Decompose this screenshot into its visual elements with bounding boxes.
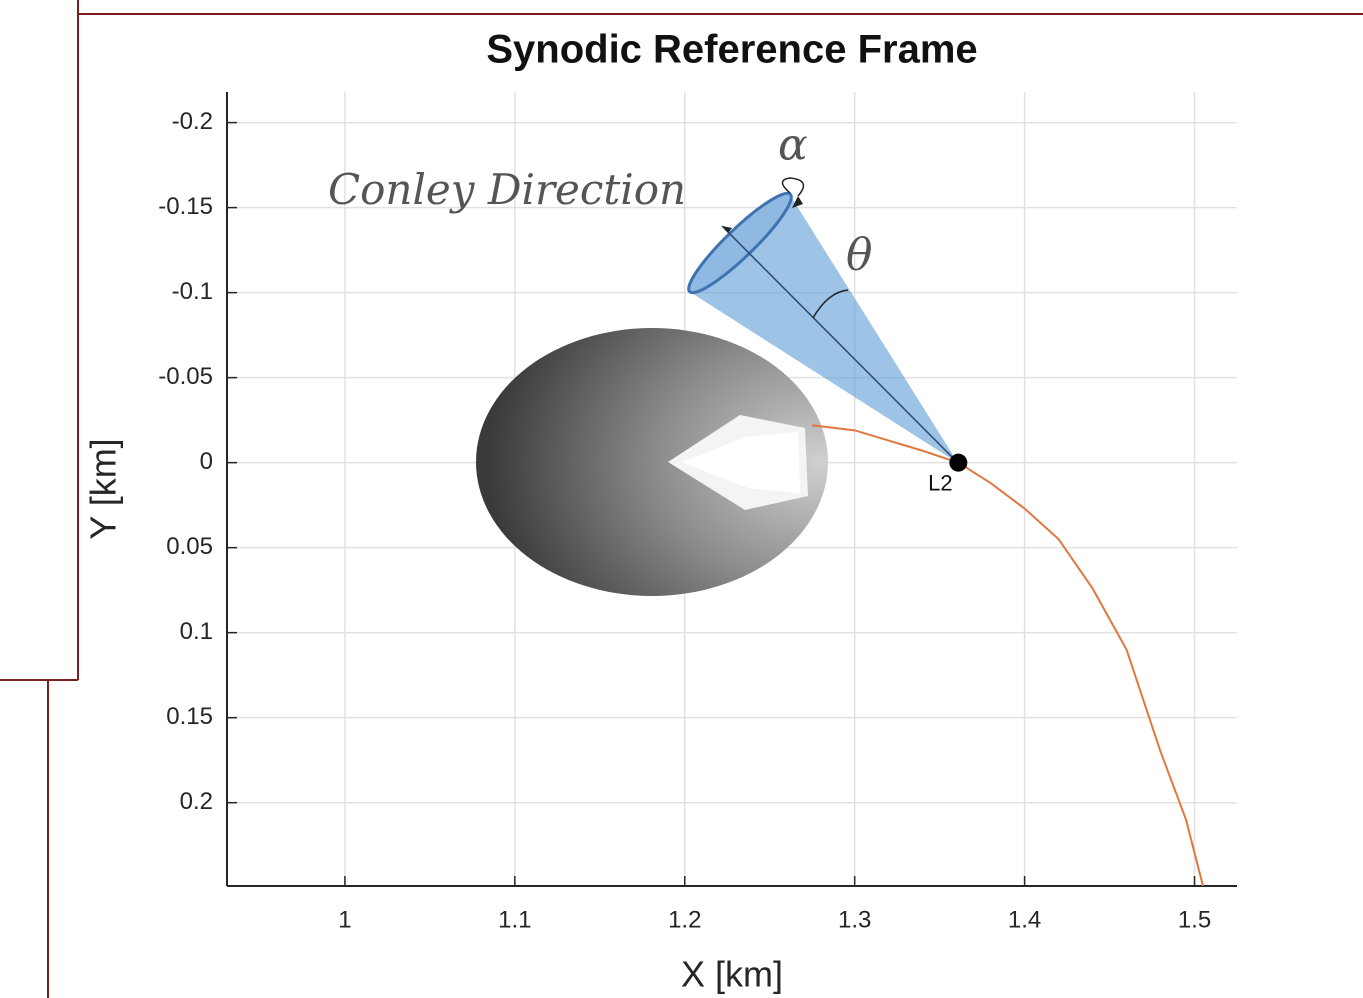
y-tick-label: 0.15 xyxy=(166,703,213,730)
point-label: L2 xyxy=(928,470,952,495)
annotation: Conley Direction xyxy=(328,165,686,214)
x-tick-label: 1.2 xyxy=(668,906,701,933)
y-tick-label: -0.05 xyxy=(158,363,213,390)
y-axis-label: Y [km] xyxy=(83,438,124,539)
y-tick-label: -0.15 xyxy=(158,193,213,220)
y-tick-label: -0.2 xyxy=(172,108,213,135)
x-tick-label: 1.3 xyxy=(838,906,871,933)
y-tick-label: 0 xyxy=(200,448,213,475)
point-marker xyxy=(949,454,967,472)
y-tick-label: 0.05 xyxy=(166,533,213,560)
x-tick-label: 1.1 xyxy=(498,906,531,933)
x-tick-label: 1.4 xyxy=(1008,906,1041,933)
y-tick-label: -0.1 xyxy=(172,278,213,305)
moon xyxy=(476,328,828,596)
y-tick-label: 0.2 xyxy=(180,788,213,815)
chart: 1 1.1 1.2 1.3 1.4 1.5 -0.2 -0.15 -0.1 -0.05 0 0.05 0… xyxy=(0,0,1363,998)
y-tick-label: 0.1 xyxy=(180,618,213,645)
x-tick-label: 1 xyxy=(338,906,351,933)
x-axis-label: X [km] xyxy=(681,954,783,995)
page: {"chart_data": { "type": "line", "title"… xyxy=(0,0,1363,998)
annotation: θ xyxy=(846,230,873,281)
line xyxy=(812,425,1203,886)
chart-title: Synodic Reference Frame xyxy=(486,28,977,72)
annotation: α xyxy=(778,120,808,171)
x-tick-label: 1.5 xyxy=(1178,906,1211,933)
